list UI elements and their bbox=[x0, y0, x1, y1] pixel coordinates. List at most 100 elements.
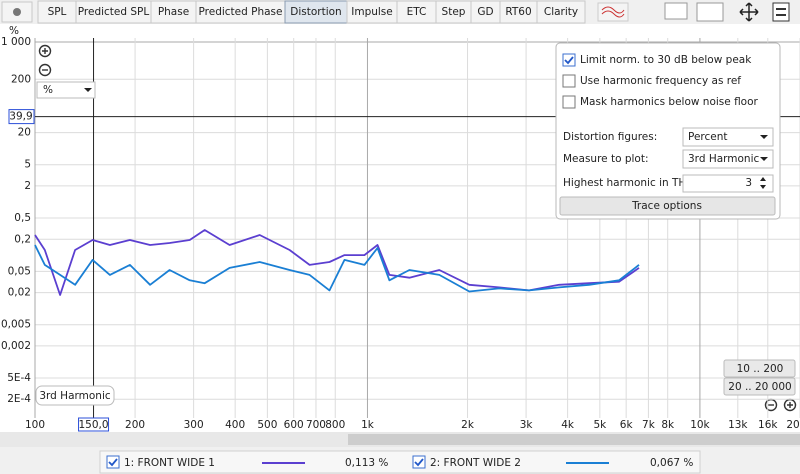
spinner[interactable] bbox=[682, 174, 774, 193]
checkmark bbox=[414, 458, 424, 467]
checkbox[interactable] bbox=[562, 95, 576, 109]
y-tick-label: 20 bbox=[18, 127, 31, 139]
y-tick-label: 0,5 bbox=[14, 212, 31, 224]
x-tick-label: 300 bbox=[184, 419, 204, 431]
checkmark bbox=[108, 458, 118, 467]
tab-label: RT60 bbox=[505, 6, 531, 18]
x-tick-label: 16k bbox=[758, 419, 778, 431]
tab-label: Step bbox=[442, 6, 466, 18]
align-icon bbox=[776, 8, 786, 16]
zoom-button-label: 20 .. 20 000 bbox=[728, 381, 791, 393]
dropdown-arrow bbox=[760, 157, 768, 161]
legend-checkbox[interactable] bbox=[106, 455, 120, 469]
dropdown-value: 3rd Harmonic bbox=[688, 153, 760, 165]
tab-label: Predicted SPL bbox=[78, 6, 150, 18]
control-label: Distortion figures: bbox=[563, 131, 657, 143]
legend-label: 1: FRONT WIDE 1 bbox=[124, 457, 215, 469]
spinner-arrows bbox=[760, 177, 766, 189]
zoom-button-label: 10 .. 200 bbox=[737, 363, 784, 375]
tab-label: Predicted Phase bbox=[199, 6, 283, 18]
x-tick-label: 8k bbox=[661, 419, 675, 431]
x-tick-label: 500 bbox=[257, 419, 277, 431]
y-tick-label: 1 000 bbox=[1, 36, 31, 48]
x-tick-label: 2k bbox=[461, 419, 475, 431]
x-tick-label: 1k bbox=[361, 419, 375, 431]
y-tick-label: 2E-4 bbox=[7, 393, 31, 405]
y-tick-label: 0,002 bbox=[1, 340, 31, 352]
y-tick-label: 0,05 bbox=[8, 265, 31, 277]
cursor-y-box bbox=[8, 109, 35, 125]
layout-button[interactable] bbox=[696, 2, 724, 22]
zoom-out-top[interactable] bbox=[38, 63, 52, 77]
x-tick-label: 100 bbox=[25, 419, 45, 431]
dropdown[interactable] bbox=[682, 149, 774, 169]
x-tick-label: 4k bbox=[561, 419, 575, 431]
control-label: Measure to plot: bbox=[563, 153, 649, 165]
scroll-thumb[interactable] bbox=[348, 434, 800, 445]
align-button[interactable] bbox=[772, 2, 790, 22]
y-unit: % bbox=[9, 25, 19, 37]
cursor-y-label: 39,9 bbox=[9, 111, 32, 123]
dropdown-value: Percent bbox=[688, 131, 728, 143]
x-tick-label: 600 bbox=[284, 419, 304, 431]
tab[interactable] bbox=[536, 0, 586, 24]
cursor-x-box bbox=[78, 417, 110, 432]
x-tick-label: 20 bbox=[786, 419, 799, 431]
y-tick-label: 5 bbox=[24, 159, 31, 171]
x-tick-label: 6k bbox=[620, 419, 634, 431]
unit-select[interactable] bbox=[36, 81, 96, 99]
tab-label: Distortion bbox=[290, 6, 341, 18]
y-tick-label: 200 bbox=[11, 73, 31, 85]
waveform-button[interactable] bbox=[597, 2, 629, 22]
zoom-out-bottom[interactable] bbox=[764, 398, 778, 412]
waveform-icon bbox=[601, 6, 625, 18]
tab-label: ETC bbox=[407, 6, 427, 18]
x-tick-label: 5k bbox=[593, 419, 607, 431]
zoom-button[interactable] bbox=[723, 359, 796, 378]
trace-options-button[interactable] bbox=[559, 196, 776, 216]
toolbar bbox=[1, 1, 790, 23]
dropdown[interactable] bbox=[682, 127, 774, 147]
x-tick-label: 13k bbox=[728, 419, 748, 431]
checkbox[interactable] bbox=[562, 53, 576, 67]
zoom-in-top[interactable] bbox=[38, 44, 52, 58]
legend-label: 2: FRONT WIDE 2 bbox=[430, 457, 521, 469]
legend-readout: 0,113 % bbox=[345, 457, 388, 469]
monitor-button[interactable] bbox=[664, 2, 688, 20]
spinner-value: 3 bbox=[745, 177, 752, 189]
dropdown-arrow bbox=[84, 88, 92, 92]
checkmark bbox=[564, 56, 574, 65]
x-tick-label: 700 bbox=[306, 419, 326, 431]
zoom-button[interactable] bbox=[723, 377, 796, 396]
y-tick-label: 0,2 bbox=[14, 233, 31, 245]
dropdown-arrow bbox=[760, 135, 768, 139]
x-tick-label: 800 bbox=[325, 419, 345, 431]
checkbox-label: Limit norm. to 30 dB below peak bbox=[580, 54, 752, 66]
camera-icon bbox=[13, 8, 21, 16]
legend-bar bbox=[99, 450, 701, 474]
x-tick-label: 200 bbox=[125, 419, 145, 431]
checkbox-label: Use harmonic frequency as ref bbox=[580, 75, 741, 87]
x-tick-label: 400 bbox=[225, 419, 245, 431]
zoom-in-bottom[interactable] bbox=[783, 398, 797, 412]
x-tick-label: 10k bbox=[690, 419, 710, 431]
tab-label: SPL bbox=[48, 6, 67, 18]
cursor-x-label: 150,0 bbox=[79, 419, 109, 431]
trace-options-label: Trace options bbox=[631, 200, 702, 212]
y-tick-label: 0,02 bbox=[8, 287, 31, 299]
x-tick-label: 7k bbox=[642, 419, 656, 431]
legend-checkbox[interactable] bbox=[412, 455, 426, 469]
tab-label: Phase bbox=[158, 6, 189, 18]
control-label: Highest harmonic in THD: bbox=[563, 177, 698, 189]
y-tick-label: 2 bbox=[24, 180, 31, 192]
y-tick-label: 0,005 bbox=[1, 319, 31, 331]
fit-button[interactable] bbox=[739, 2, 759, 22]
trace-label: 3rd Harmonic bbox=[39, 390, 111, 402]
tab-label: GD bbox=[477, 6, 493, 18]
y-tick-label: 5E-4 bbox=[7, 372, 31, 384]
checkbox[interactable] bbox=[562, 74, 576, 88]
checkbox-label: Mask harmonics below noise floor bbox=[580, 96, 759, 108]
trace-label-box bbox=[35, 385, 115, 406]
x-tick-label: 3k bbox=[520, 419, 534, 431]
